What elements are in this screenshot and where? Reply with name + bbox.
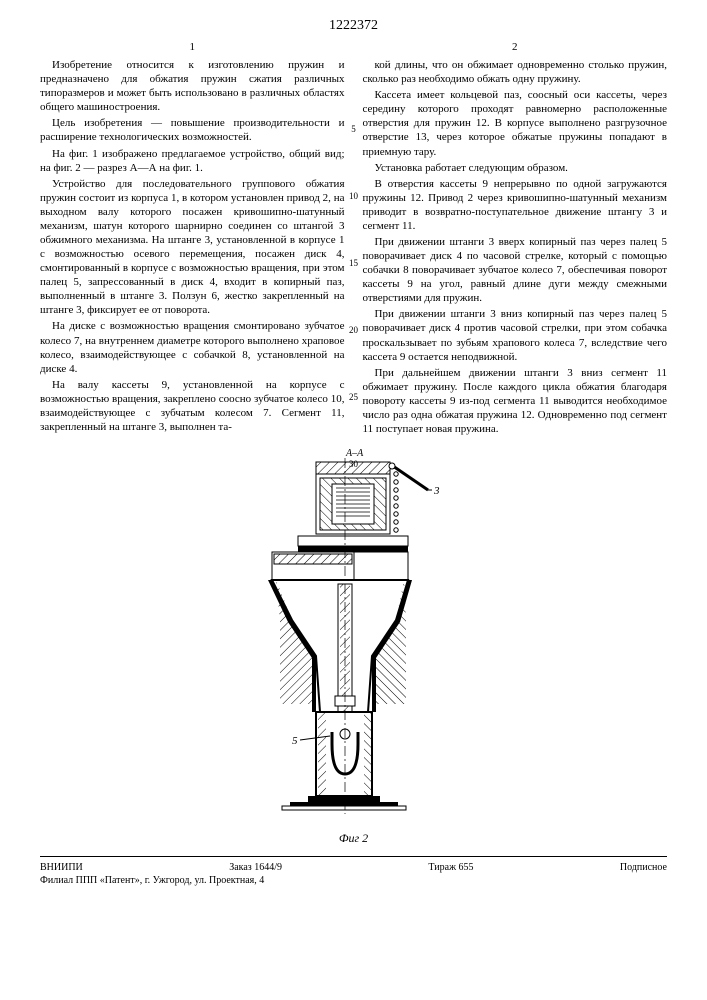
- paragraph: При движении штанги 3 вверх копирный паз…: [363, 235, 668, 305]
- column-number-left: 1: [40, 40, 345, 54]
- figure-2: A–A 3: [40, 444, 667, 846]
- paragraph: Установка работает следующим образом.: [363, 161, 668, 175]
- footer-address: Филиал ППП «Патент», г. Ужгород, ул. Про…: [40, 874, 667, 887]
- line-num: 25: [346, 392, 362, 404]
- paragraph: При движении штанги 3 вниз копирный паз …: [363, 307, 668, 363]
- paragraph: На валу кассеты 9, установленной на корп…: [40, 378, 345, 434]
- column-number-right: 2: [363, 40, 668, 54]
- line-num: 5: [346, 124, 362, 136]
- text-columns: 5 10 15 20 25 30 1 Изобретение относится…: [40, 40, 667, 438]
- paragraph: кой длины, что он обжимает одновременно …: [363, 58, 668, 86]
- footer-tirazh: Тираж 655: [428, 861, 473, 874]
- paragraph: Кассета имеет кольцевой паз, соосный оси…: [363, 88, 668, 158]
- line-num: 15: [346, 258, 362, 270]
- line-num: 20: [346, 325, 362, 337]
- paragraph: Цель изобретения — повышение производите…: [40, 116, 345, 144]
- footer-org: ВНИИПИ: [40, 861, 83, 874]
- paragraph: Изобретение относится к изготовлению пру…: [40, 58, 345, 114]
- figure-caption: Фиг 2: [40, 831, 667, 846]
- paragraph: В отверстия кассеты 9 непрерывно по одно…: [363, 177, 668, 233]
- document-number: 1222372: [40, 18, 667, 34]
- paragraph: Устройство для последовательного группов…: [40, 177, 345, 318]
- paragraph: На фиг. 1 изображено предлагаемое устрой…: [40, 147, 345, 175]
- imprint-footer: ВНИИПИ Заказ 1644/9 Тираж 655 Подписное …: [40, 856, 667, 887]
- footer-order: Заказ 1644/9: [229, 861, 282, 874]
- footer-sign: Подписное: [620, 861, 667, 874]
- right-column: 2 кой длины, что он обжимает одновременн…: [363, 40, 668, 438]
- paragraph: На диске с возможностью вращения смонтир…: [40, 319, 345, 375]
- section-label: A–A: [345, 448, 364, 459]
- figure-svg: A–A 3: [220, 444, 488, 824]
- paragraph: При дальнейшем движении штанги 3 вниз се…: [363, 366, 668, 436]
- callout-5: 5: [292, 735, 298, 747]
- callout-3: 3: [433, 485, 440, 497]
- line-num: 10: [346, 191, 362, 203]
- left-column: 1 Изобретение относится к изготовлению п…: [40, 40, 345, 438]
